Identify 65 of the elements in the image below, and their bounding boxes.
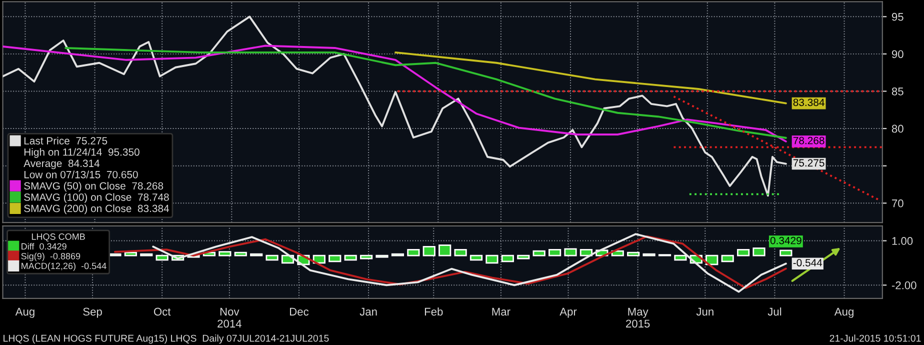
x-tick-label: Nov 2014 bbox=[218, 308, 242, 328]
legend-label: Sig(9) -0.8869 bbox=[21, 252, 80, 262]
x-tick-label: Feb bbox=[424, 307, 443, 316]
bar bbox=[627, 252, 640, 256]
bar bbox=[234, 252, 247, 256]
bar bbox=[548, 248, 562, 256]
x-tick-label: Sep bbox=[83, 308, 102, 318]
legend-label: SMAVG (100) on Close 78.748 bbox=[24, 193, 169, 203]
data-label: -0.544 bbox=[793, 259, 822, 266]
annotation: Low on 07/13/15 70.650 bbox=[24, 170, 138, 178]
x-tick-label: Jun bbox=[696, 308, 714, 316]
bar bbox=[501, 254, 514, 262]
y-tick-label: 80 bbox=[892, 124, 904, 133]
x-tick-label: May 2015 bbox=[626, 308, 650, 328]
y-tick-label: 95 bbox=[892, 12, 904, 21]
bar bbox=[344, 254, 357, 261]
annotation: Average 84.314 bbox=[24, 160, 100, 170]
annotation: High on 11/24/14 95.350 bbox=[24, 148, 140, 158]
text: LHQS (LEAN HOGS FUTURE Aug15) LHQS Daily 07JUL2014-21JUL2015 bbox=[4, 334, 329, 344]
bar bbox=[422, 246, 436, 256]
legend-label: SMAVG (200) on Close 83.384 bbox=[24, 204, 170, 214]
legend-title: LHQS COMB bbox=[32, 233, 85, 242]
bar bbox=[486, 254, 498, 264]
x-tick-label: Aug bbox=[15, 308, 34, 318]
bar bbox=[517, 254, 530, 260]
legend-label: Diff 0.3429 bbox=[22, 242, 66, 250]
bar bbox=[124, 252, 137, 256]
x-tick-label: Dec bbox=[290, 308, 309, 316]
bar bbox=[360, 254, 373, 260]
x-tick-label: Apr bbox=[560, 308, 577, 318]
bar bbox=[706, 254, 718, 266]
x-tick-label: Aug bbox=[834, 308, 854, 318]
data-label: 0.3429 bbox=[770, 236, 802, 244]
bar bbox=[454, 248, 467, 256]
bar bbox=[328, 254, 342, 262]
data-label: 78.268 bbox=[793, 136, 824, 144]
bar bbox=[266, 254, 278, 261]
x-tick-label: Oct bbox=[154, 308, 171, 316]
bar bbox=[674, 254, 687, 261]
legend-label: Last Price 75.275 bbox=[24, 136, 108, 144]
bar bbox=[532, 250, 546, 256]
bar bbox=[470, 254, 483, 261]
x-tick-label: Jan bbox=[360, 308, 377, 316]
bar bbox=[721, 254, 734, 262]
bar bbox=[156, 254, 168, 261]
x-tick-label: Mar bbox=[492, 308, 510, 316]
bar bbox=[736, 248, 750, 256]
y-tick-label: 85 bbox=[892, 88, 904, 96]
bar bbox=[407, 248, 420, 256]
y-tick-label: 1.00 bbox=[892, 237, 913, 245]
legend-label: MACD(12,26) -0.544 bbox=[22, 262, 106, 271]
bar bbox=[218, 251, 232, 256]
bar bbox=[564, 248, 577, 256]
y-tick-label: 90 bbox=[892, 50, 904, 58]
y-tick-label: 70 bbox=[892, 199, 904, 208]
data-label: 83.384 bbox=[793, 98, 824, 106]
x-tick-label: Jul bbox=[768, 307, 782, 316]
data-label: 75.275 bbox=[793, 159, 824, 167]
y-tick-label: -2.00 bbox=[892, 281, 916, 290]
text: 21-Jul-2015 10:51:01 bbox=[830, 334, 921, 342]
bar bbox=[780, 250, 792, 256]
line-series bbox=[394, 51, 787, 104]
legend-label: SMAVG (50) on Close 78.268 bbox=[24, 182, 164, 192]
bar bbox=[438, 244, 452, 256]
bar bbox=[752, 247, 766, 256]
